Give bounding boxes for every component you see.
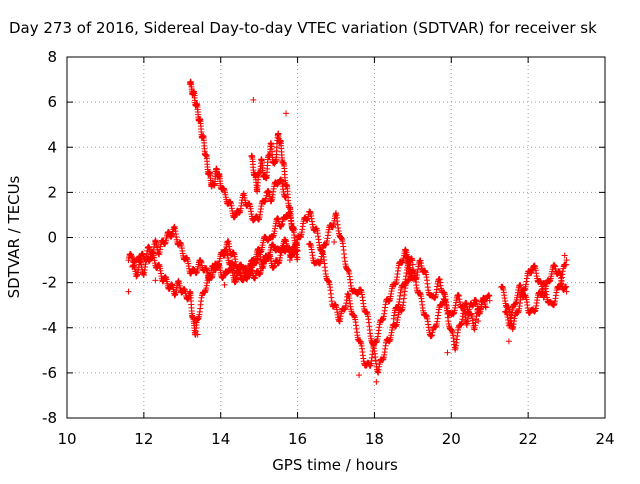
data-point [250,96,257,103]
y-tick-label: 6 [47,93,57,111]
data-point [486,297,493,304]
data-point [444,349,451,356]
x-tick-label: 16 [288,430,307,448]
data-point [294,254,301,261]
x-tick-label: 12 [134,430,153,448]
data-points [125,78,570,385]
data-point [505,338,512,345]
x-tick-label: 18 [365,430,384,448]
y-tick-label: 2 [47,183,57,201]
x-tick-label: 10 [57,430,76,448]
grid [67,57,605,418]
x-tick-label: 24 [595,430,614,448]
x-axis-label: GPS time / hours [272,456,398,474]
data-point [221,281,228,288]
data-point [194,331,201,338]
data-point [356,372,363,379]
data-point [563,288,570,295]
data-point [563,257,570,264]
data-point [561,252,568,259]
chart-title: Day 273 of 2016, Sidereal Day-to-day VTE… [9,19,597,37]
y-tick-label: -6 [42,364,57,382]
plot-frame [66,56,606,419]
x-tick-label: 20 [442,430,461,448]
data-point [125,288,132,295]
data-point [331,239,338,246]
data-point [373,378,380,385]
y-tick-label: 8 [47,48,57,66]
y-axis-label: SDTVAR / TECUs [5,175,23,299]
x-tick-label: 22 [519,430,538,448]
x-tick-label: 14 [211,430,230,448]
data-point [475,317,482,324]
data-point [290,225,297,232]
data-point [409,261,416,268]
y-tick-label: 4 [47,138,57,156]
y-tick-label: -2 [42,274,57,292]
y-tick-label: 0 [47,229,57,247]
data-point [283,110,290,117]
data-point [482,304,489,311]
y-tick-label: -8 [42,409,57,427]
data-point [152,277,159,284]
y-tick-label: -4 [42,319,57,337]
